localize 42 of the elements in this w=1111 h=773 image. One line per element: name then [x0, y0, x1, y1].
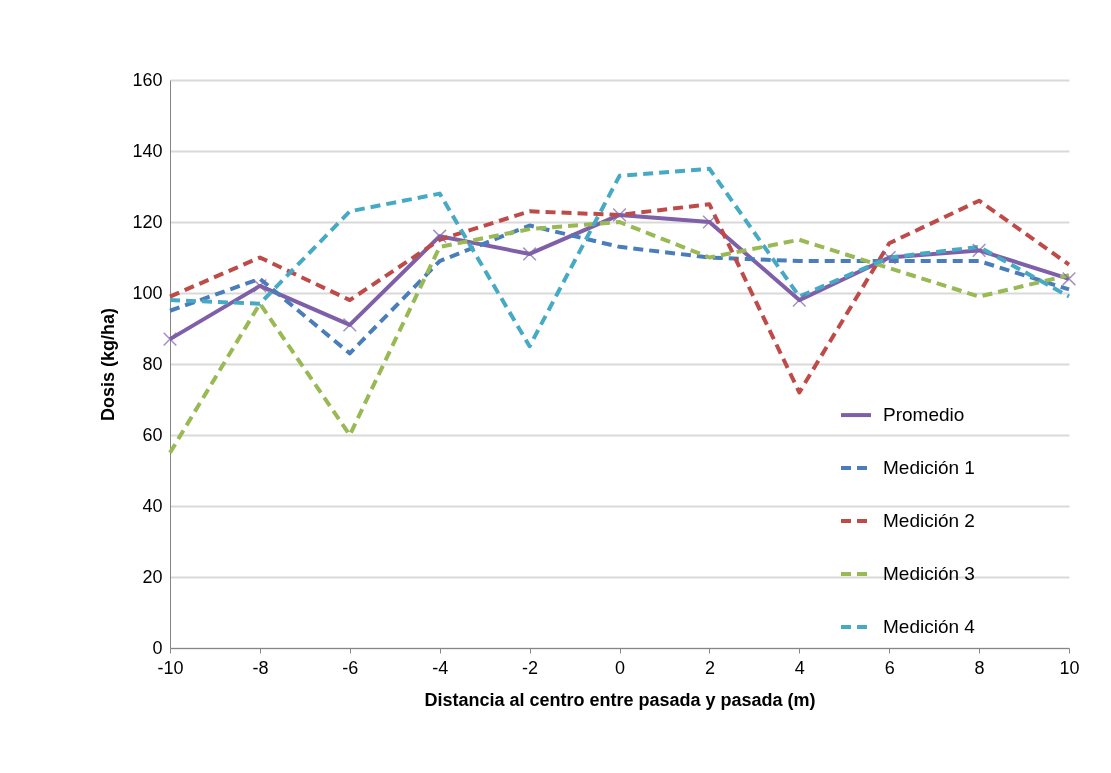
- point: [522, 246, 537, 262]
- x-tick-label: 6: [884, 657, 895, 678]
- line-series: [168, 220, 1071, 455]
- point: [612, 207, 627, 222]
- point: [432, 229, 447, 244]
- line-series: [168, 223, 1071, 356]
- point: [252, 278, 267, 293]
- legend-label: Medición 3: [883, 563, 975, 585]
- point: [792, 293, 807, 308]
- y-tick-label: 100: [132, 282, 163, 303]
- y-axis-title: Dosis (kg/ha): [98, 307, 119, 422]
- point: [702, 214, 717, 230]
- line-series: [168, 166, 1071, 349]
- x-axis-title: Distancia al centro entre pasada y pasada (m): [424, 689, 816, 710]
- x-tick-label: 0: [614, 657, 626, 678]
- y-tick-label: 60: [142, 424, 163, 445]
- y-tick-label: 40: [142, 495, 163, 516]
- x-tick-label: -6: [342, 657, 359, 678]
- legend-label: Medición 1: [883, 457, 975, 479]
- x-tick-label: 8: [974, 657, 985, 678]
- y-tick-label: 140: [132, 140, 163, 161]
- legend-label: Promedio: [883, 404, 965, 426]
- legend-label: Medición 2: [883, 510, 975, 532]
- x-tick-label: -4: [432, 657, 449, 678]
- y-tick-label: 20: [142, 566, 163, 587]
- x-tick-label: -2: [522, 657, 539, 678]
- x-tick-label: -10: [157, 657, 184, 678]
- point: [1061, 271, 1077, 286]
- y-tick-label: 80: [142, 353, 163, 374]
- line-series: [168, 198, 1071, 395]
- y-tick-label: 120: [132, 211, 163, 232]
- x-tick-label: 10: [1059, 657, 1080, 678]
- point: [342, 317, 357, 333]
- y-tick-label: 160: [132, 69, 163, 90]
- x-tick-label: -8: [252, 657, 269, 678]
- point: [882, 250, 897, 265]
- legend-label: Medición 4: [883, 616, 976, 638]
- x-tick-label: 4: [794, 657, 805, 678]
- point: [162, 332, 178, 347]
- x-tick-label: 2: [704, 657, 715, 678]
- y-tick-label: 0: [152, 637, 163, 658]
- point: [972, 243, 987, 258]
